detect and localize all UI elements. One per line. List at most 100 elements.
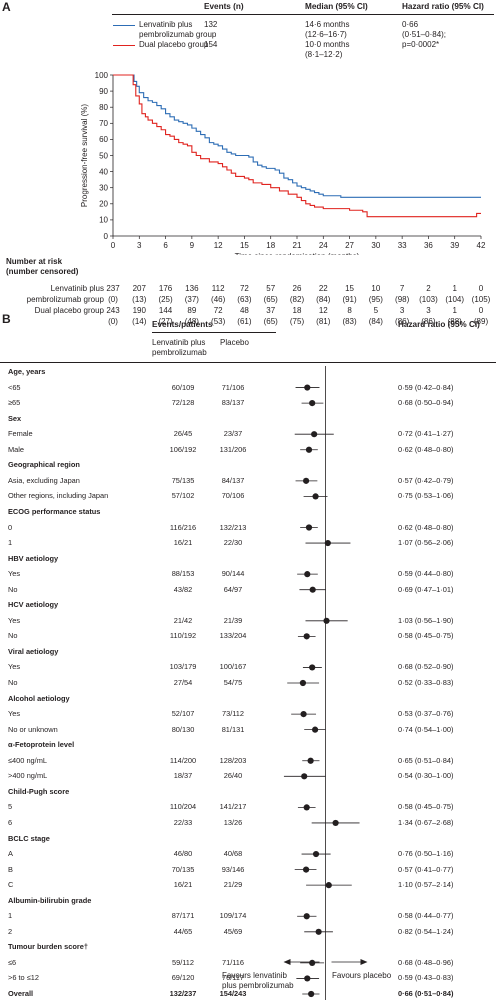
legend-header-median: Median (95% CI): [305, 2, 368, 11]
forest-point: [308, 990, 315, 998]
y-tick-label: 90: [99, 87, 108, 96]
risk-cell: 12: [318, 306, 328, 315]
forest-point: [303, 804, 310, 811]
forest-hr-text: 0·58 (0·45–0·75): [398, 802, 454, 812]
forest-group-heading: Age, years: [8, 367, 46, 376]
x-tick-label: 3: [137, 241, 142, 250]
risk-cell: 144: [158, 306, 173, 315]
forest-hr-text: 0·68 (0·50–0·94): [398, 398, 454, 408]
x-tick-label: 39: [450, 241, 459, 250]
favours-left-2: plus pembrolizumab: [222, 981, 294, 990]
forest-events-lenvatinib: 43/82: [173, 584, 193, 594]
forest-events-placebo: 90/144: [221, 569, 245, 579]
risk-cell: (48): [184, 317, 199, 326]
forest-hr-text: 0·69 (0·47–1·01): [398, 584, 454, 594]
forest-row-label: C: [8, 880, 14, 890]
forest-header-hr: Hazard ratio (95% CI): [398, 320, 480, 329]
y-tick-label: 100: [95, 71, 109, 80]
panel-a-letter: A: [2, 0, 11, 14]
risk-cell: 57: [266, 284, 276, 293]
risk-cell: (61): [237, 317, 252, 326]
legend-label-lenvatinib-1: Lenvatinib plus: [139, 20, 193, 29]
legend-hr-3: p=0·0002*: [402, 40, 440, 49]
x-tick-label: 6: [163, 241, 168, 250]
forest-row-label: 0: [8, 522, 13, 532]
risk-cell: (0): [108, 295, 118, 304]
risk-cell: 3: [399, 306, 405, 315]
forest-events-lenvatinib: 16/21: [173, 880, 193, 890]
legend-events-placebo: 154: [204, 40, 218, 49]
risk-cell: 3: [426, 306, 431, 315]
forest-row-label: Yes: [8, 709, 21, 719]
forest-events-placebo: 21/39: [223, 615, 243, 625]
forest-events-lenvatinib: 59/112: [171, 957, 195, 967]
forest-group-heading: ECOG performance status: [8, 506, 101, 516]
forest-events-lenvatinib: 27/54: [173, 678, 193, 687]
forest-point: [299, 679, 307, 687]
forest-hr-text: 0·59 (0·44–0·80): [398, 569, 454, 579]
forest-hr-text: 0·59 (0·43–0·83): [398, 973, 454, 983]
forest-events-lenvatinib: 88/153: [171, 569, 195, 579]
forest-row-label: >6 to ≤12: [8, 973, 39, 983]
risk-cell: 10: [371, 284, 381, 293]
forest-point: [325, 882, 332, 889]
risk-title-2: (number censored): [6, 267, 79, 276]
risk-cell: 5: [373, 306, 379, 315]
risk-cell: (83): [342, 317, 357, 326]
risk-cell: (88): [447, 317, 462, 326]
y-tick-label: 0: [104, 232, 109, 241]
forest-hr-text: 0·74 (0·54–1·00): [398, 724, 454, 734]
favours-left-arrowhead: [283, 959, 291, 965]
legend-line-placebo: [113, 45, 135, 47]
forest-events-placebo: 45/69: [223, 926, 243, 936]
forest-events-placebo: 84/137: [221, 475, 245, 485]
forest-hr-text: 0·68 (0·52–0·90): [398, 662, 454, 672]
risk-cell: 72: [239, 284, 249, 293]
forest-point: [305, 446, 313, 453]
forest-point: [303, 913, 310, 920]
legend-median-placebo-2: (8·1–12·2): [305, 50, 343, 59]
forest-hr-text: 1·10 (0·57–2·14): [398, 880, 454, 890]
forest-header-rule: [152, 332, 276, 333]
favours-left-1: Favours lenvatinib: [222, 971, 287, 980]
forest-group-heading: Viral aetiology: [8, 646, 59, 656]
forest-point: [300, 711, 307, 718]
km-line-placebo: [113, 74, 481, 218]
forest-row-label: ≤6: [8, 957, 17, 967]
risk-cell: (65): [263, 317, 278, 326]
forest-point: [332, 819, 339, 827]
forest-point: [324, 539, 331, 547]
legend-label-placebo: Dual placebo group: [139, 40, 209, 49]
risk-cell: (84): [316, 295, 331, 304]
forest-events-placebo: 70/106: [221, 491, 245, 501]
risk-row: Dual placebo group 243 190 144 89 72 48 37 18 12 8…: [0, 306, 496, 317]
risk-cell: 72: [213, 306, 223, 315]
forest-point: [302, 477, 310, 484]
risk-cell: (86): [395, 317, 410, 326]
y-tick-label: 30: [99, 184, 108, 193]
risk-cell: 22: [318, 284, 328, 293]
forest-point: [312, 850, 320, 858]
forest-point: [307, 757, 314, 764]
forest-events-placebo: 64/97: [223, 584, 243, 594]
forest-events-lenvatinib: 57/102: [171, 491, 195, 501]
risk-row-label: Lenvatinib plus: [50, 284, 104, 293]
risk-cell: (104): [445, 295, 465, 304]
forest-events-lenvatinib: 75/135: [171, 475, 195, 485]
forest-row-label: Other regions, including Japan: [8, 491, 109, 501]
risk-cell: 2: [426, 284, 431, 293]
risk-cell: (63): [237, 295, 252, 304]
risk-row: pembrolizumab group (0) (13) (25) (37) (46) (6…: [0, 295, 496, 306]
forest-point: [302, 866, 310, 873]
forest-events-lenvatinib: 106/192: [169, 444, 197, 454]
forest-row-label: 1: [8, 538, 13, 548]
forest-events-placebo: 26/40: [223, 771, 243, 781]
forest-row-label: Yes: [8, 569, 21, 579]
risk-cell: 243: [106, 306, 120, 315]
risk-cell: (86): [421, 317, 436, 326]
forest-hr-text: 0·53 (0·37–0·76): [398, 709, 454, 719]
forest-hr-text: 0·65 (0·51–0·84): [398, 755, 454, 765]
forest-events-placebo: 23/37: [223, 429, 243, 439]
risk-cell: (14): [132, 317, 147, 326]
forest-point: [312, 726, 319, 733]
